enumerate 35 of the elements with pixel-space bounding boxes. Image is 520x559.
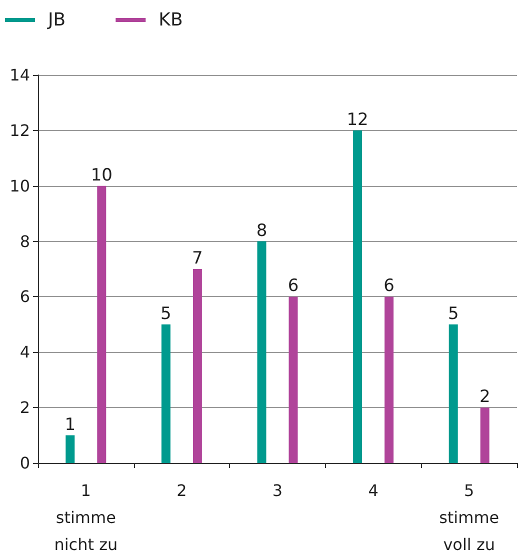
data-label: 7 — [192, 248, 203, 268]
data-label: 5 — [448, 304, 459, 324]
y-tick-label: 2 — [20, 398, 30, 418]
bar — [480, 408, 490, 463]
x-tick-label: 1 stimme nicht zu — [54, 481, 118, 554]
bar — [448, 324, 458, 463]
legend-label: KB — [158, 10, 183, 30]
bar — [384, 296, 394, 463]
y-tick-label: 6 — [20, 287, 30, 306]
data-label: 12 — [346, 110, 368, 130]
data-label: 6 — [288, 276, 299, 296]
x-tick-label: 4 — [368, 481, 378, 500]
bar — [66, 435, 75, 463]
y-tick-label: 0 — [20, 454, 30, 472]
data-label: 8 — [256, 220, 268, 241]
bar — [288, 296, 298, 463]
bar — [192, 269, 202, 463]
data-label: 2 — [479, 387, 490, 408]
data-label: 1 — [64, 414, 76, 435]
bar — [97, 186, 106, 463]
x-tick-label: 5 stimme voll zu — [439, 481, 500, 554]
y-tick-label: 10 — [10, 176, 30, 196]
data-label: 5 — [160, 304, 172, 324]
bar — [161, 324, 170, 463]
y-tick-label: 4 — [20, 342, 30, 362]
y-tick-label: 12 — [10, 120, 30, 140]
x-tick-label: 2 — [176, 481, 187, 500]
x-tick-label: 3 — [272, 481, 283, 500]
bar — [353, 130, 362, 463]
y-tick-label: 14 — [10, 66, 30, 84]
data-label: 6 — [384, 276, 394, 296]
y-tick-label: 8 — [20, 232, 30, 251]
data-label: 10 — [90, 165, 112, 186]
bar — [257, 241, 266, 463]
legend-label: JB — [47, 10, 66, 30]
